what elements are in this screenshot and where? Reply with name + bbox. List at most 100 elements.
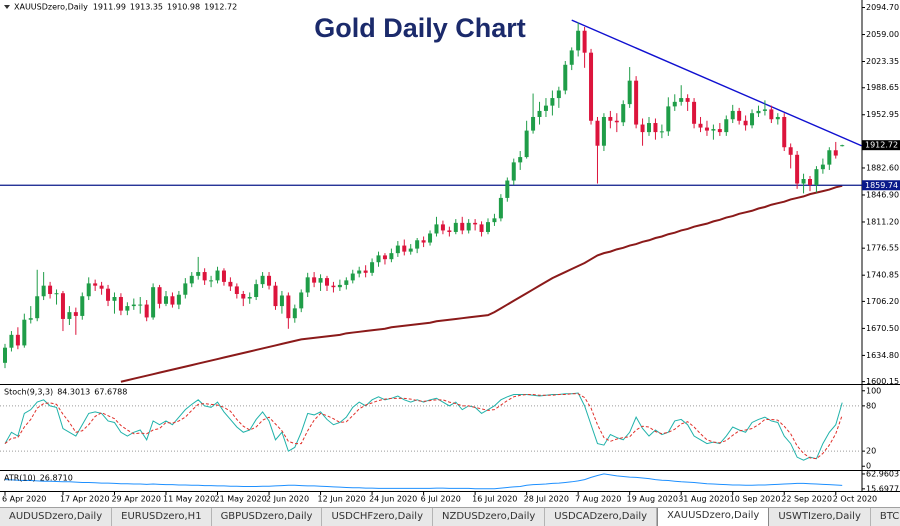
chart: 2094.70 2059.00 2023.35 1988.65 1952.95 1882.…: [0, 0, 900, 504]
candle-body: [421, 240, 426, 243]
candle-body: [601, 116, 606, 146]
candle-body: [595, 120, 600, 146]
plot-area: [0, 19, 862, 383]
candle-body: [234, 286, 239, 294]
candle-body: [820, 164, 825, 170]
tab-bar: AUDUSDzero,Daily EURUSDzero,H1 GBPUSDzero,…: [0, 507, 900, 526]
candle-body: [531, 116, 536, 131]
candle-body: [41, 285, 46, 297]
candle-body: [318, 278, 323, 283]
candle-body: [48, 285, 53, 294]
y-tick-label: 1988.65: [866, 83, 899, 92]
candle-body: [711, 129, 716, 131]
indicator-label: Stoch(9,3,3): [4, 388, 53, 397]
candle-body: [492, 218, 497, 223]
candle-body: [724, 119, 729, 133]
candle-body: [325, 278, 329, 286]
quote-value: 1911.99: [93, 3, 126, 12]
candle-body: [254, 284, 259, 298]
chart-tab[interactable]: USWTIzero,Daily: [769, 508, 871, 526]
candle-body: [93, 283, 98, 286]
candle-body: [370, 262, 375, 273]
candle-body: [196, 272, 201, 276]
y-tick-label: 1634.80: [866, 351, 899, 360]
candle-body: [183, 283, 188, 295]
candle-body: [576, 30, 581, 51]
candle-body: [466, 222, 471, 231]
candle-body: [434, 224, 439, 234]
y-tick-label: 1811.20: [866, 217, 899, 226]
x-tick-label: 7 Aug 2020: [575, 495, 621, 504]
candle-body: [679, 98, 684, 102]
y-tick-label: 15.6977: [866, 484, 899, 493]
chart-tab[interactable]: NZDUSDzero,Daily: [433, 508, 546, 526]
x-tick-label: 12 Jun 2020: [318, 495, 366, 504]
candle-body: [267, 275, 272, 286]
chart-tab[interactable]: USDCHFzero,Daily: [322, 508, 433, 526]
y-tick-label: 2023.35: [866, 57, 899, 66]
candle-body: [344, 280, 349, 285]
y-tick-label: 1846.90: [866, 190, 899, 199]
indicator-label: ATR(10): [4, 474, 36, 483]
y-tick-label: 1670.50: [866, 324, 899, 333]
chart-title: Gold Daily Chart: [314, 13, 526, 43]
candle-body: [737, 110, 742, 121]
candle-body: [22, 319, 27, 346]
candle-body: [647, 123, 651, 133]
x-tick-label: 2 Oct 2020: [833, 495, 877, 504]
candle-body: [273, 285, 278, 307]
candle-body: [808, 179, 812, 186]
y-tick-label: 2059.00: [866, 30, 899, 39]
candle-body: [389, 253, 394, 260]
candle-body: [3, 347, 7, 363]
candle-body: [279, 295, 284, 307]
candle-body: [717, 129, 722, 133]
chart-tab[interactable]: EURUSDzero,H1: [112, 508, 212, 526]
candle-body: [582, 30, 587, 53]
candle-body: [511, 162, 516, 181]
candle-body: [80, 296, 85, 316]
candle-body: [473, 222, 478, 225]
candle-body: [363, 270, 368, 273]
candle-body: [685, 98, 690, 102]
y-tick-label: 100: [866, 386, 881, 395]
menu-arrow-icon: [4, 5, 10, 9]
chart-tab[interactable]: XAUUSDzero,Daily: [657, 508, 770, 526]
indicator-reading: 84.3013: [57, 388, 90, 397]
y-tick-label: 20: [866, 447, 876, 456]
candle-body: [164, 296, 168, 304]
candle-body: [299, 292, 304, 309]
candle-body: [782, 116, 787, 148]
candle-body: [118, 297, 123, 311]
candle-body: [788, 147, 793, 155]
y-tick-label: 1706.20: [866, 297, 899, 306]
current-price-label: 1912.72: [865, 141, 898, 150]
moving-average-line: [120, 184, 843, 383]
candle-body: [666, 106, 671, 132]
candle-body: [382, 255, 387, 260]
chart-tab[interactable]: USDCADzero,Daily: [545, 508, 658, 526]
candle-body: [144, 304, 149, 318]
candle-body: [73, 312, 78, 316]
candle-body: [170, 296, 175, 305]
candle-body: [440, 224, 445, 231]
candle-body: [672, 101, 677, 107]
chart-tab[interactable]: AUDUSDzero,Daily: [0, 508, 113, 526]
candle-body: [138, 304, 143, 306]
chart-tab[interactable]: GBPUSDzero,Daily: [212, 508, 323, 526]
candle-body: [86, 283, 91, 297]
y-tick-label: 0: [866, 462, 871, 471]
candle-body: [827, 150, 832, 165]
x-tick-label: 22 Sep 2020: [781, 495, 832, 504]
quote-value: 1912.72: [204, 3, 237, 12]
quote-value: 1910.98: [167, 3, 200, 12]
indicator-line: [4, 393, 843, 460]
candle-body: [505, 180, 510, 198]
x-tick-label: 16 Jul 2020: [472, 495, 517, 504]
candle-body: [337, 284, 342, 288]
x-tick-label: 31 Aug 2020: [678, 495, 729, 504]
candle-body: [698, 123, 703, 128]
y-tick-label: 2094.70: [866, 3, 899, 12]
candle-body: [99, 285, 104, 289]
chart-tab[interactable]: BTCUSD,Daily: [871, 508, 900, 526]
